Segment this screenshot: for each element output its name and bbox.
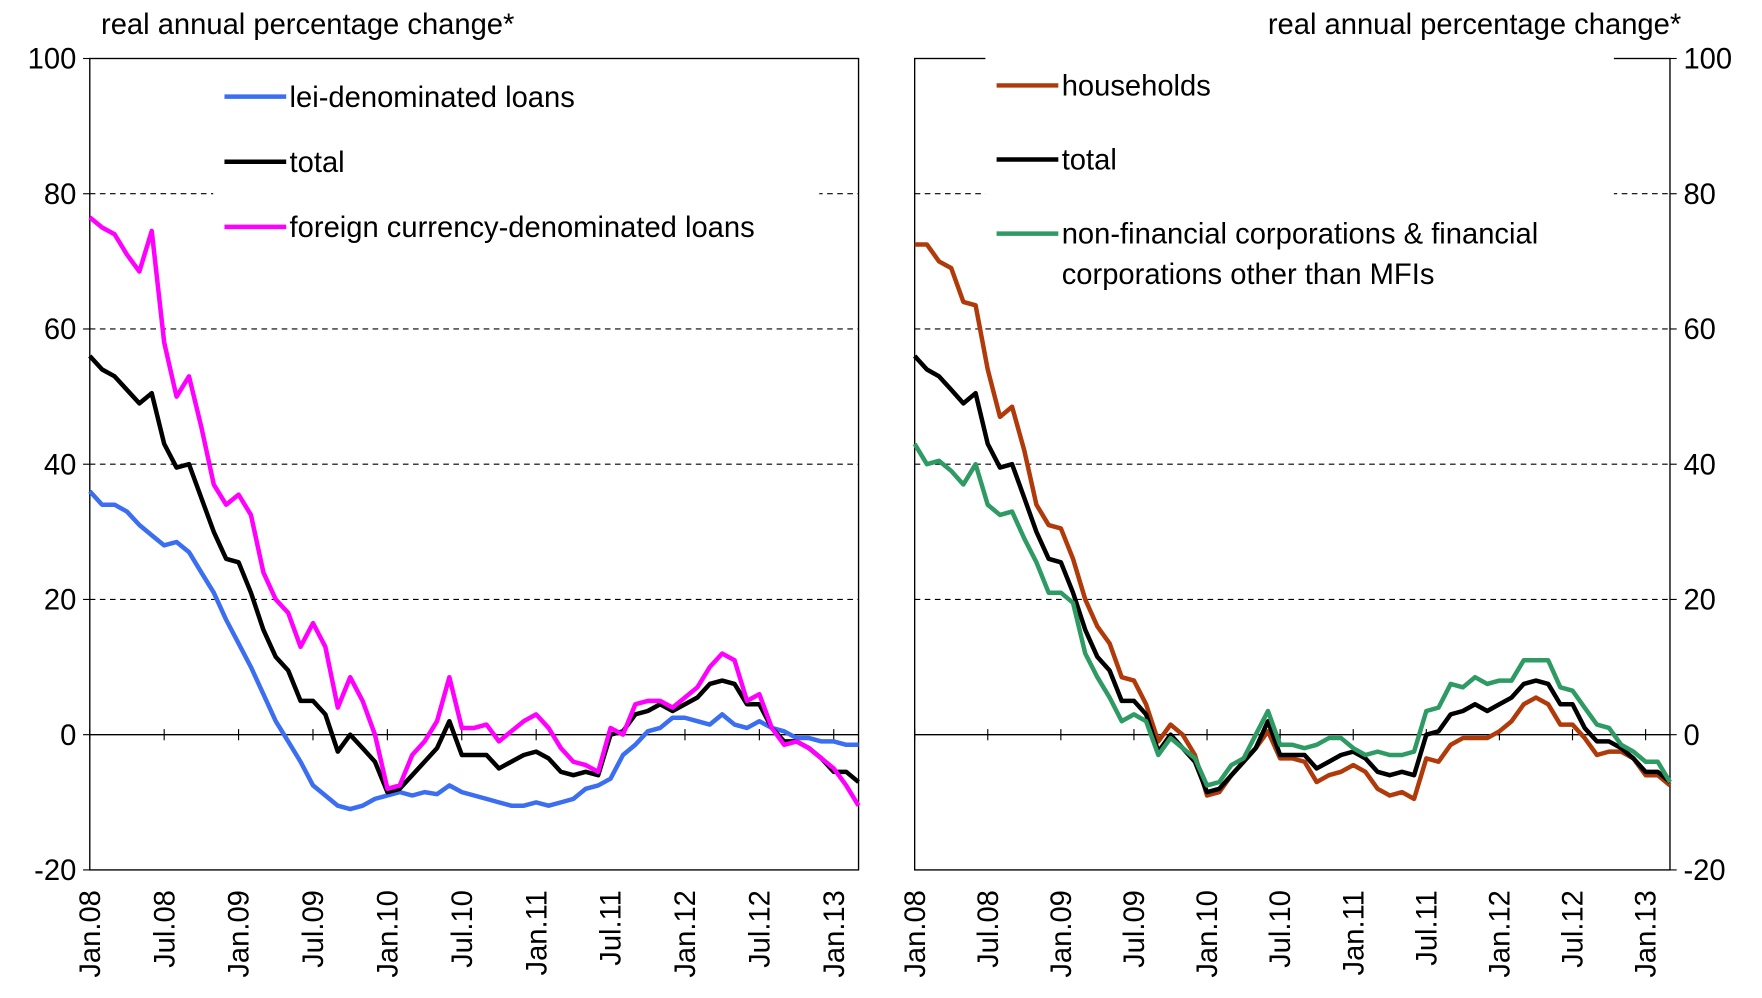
- y-tick-label: 80: [1683, 179, 1715, 211]
- x-tick-label: Jan.09: [1046, 890, 1078, 978]
- y-tick-label: 0: [1683, 720, 1699, 752]
- legend-label: lei-denominated loans: [290, 82, 575, 114]
- y-tick-label: 80: [44, 179, 76, 211]
- x-tick-label: Jan.13: [1631, 890, 1663, 978]
- x-tick-label: Jul.08: [973, 890, 1005, 968]
- y-tick-label: -20: [34, 855, 76, 887]
- x-tick-label: Jan.10: [372, 890, 404, 978]
- x-tick-label: Jul.11: [596, 890, 628, 966]
- y-axis-label: real annual percentage change*: [101, 9, 514, 41]
- x-tick-label: Jul.10: [1265, 890, 1297, 968]
- x-tick-label: Jul.08: [149, 890, 181, 968]
- y-axis-label: real annual percentage change*: [1268, 9, 1681, 41]
- series-line: [88, 215, 861, 807]
- x-tick-label: Jan.09: [224, 890, 256, 978]
- legend-label: total: [1062, 145, 1117, 177]
- x-tick-label: Jul.12: [744, 890, 776, 968]
- x-tick-label: Jan.08: [900, 890, 932, 978]
- x-tick-label: Jul.09: [1119, 890, 1151, 968]
- legend-background: [213, 67, 820, 297]
- y-tick-label: 20: [44, 585, 76, 617]
- legend-background: [985, 56, 1614, 313]
- x-tick-label: Jan.10: [1192, 890, 1224, 978]
- series-line: [914, 242, 1672, 802]
- legend-label: foreign currency-denominated loans: [290, 212, 755, 244]
- y-tick-label: 20: [1683, 585, 1715, 617]
- series-line: [88, 489, 859, 812]
- series-line: [913, 354, 1672, 795]
- x-tick-label: Jul.10: [447, 890, 479, 968]
- x-tick-label: Jul.11: [1411, 890, 1443, 966]
- x-tick-label: Jul.09: [298, 890, 330, 968]
- y-tick-label: -20: [1683, 855, 1725, 887]
- x-tick-label: Jul.12: [1558, 890, 1590, 968]
- legend-label: non-financial corporations & financial co…: [1062, 219, 1539, 291]
- x-tick-label: Jan.12: [1485, 890, 1517, 978]
- y-tick-label: 60: [44, 314, 76, 346]
- series-line: [88, 354, 860, 795]
- x-tick-label: Jan.12: [670, 890, 702, 978]
- y-tick-label: 100: [1683, 44, 1732, 76]
- y-tick-label: 40: [1683, 449, 1715, 481]
- legend-label: households: [1062, 71, 1211, 103]
- y-tick-label: 0: [60, 720, 76, 752]
- y-tick-label: 40: [44, 449, 76, 481]
- y-tick-label: 100: [28, 44, 77, 76]
- legend-label: total: [290, 147, 345, 179]
- x-tick-label: Jan.11: [521, 890, 553, 975]
- y-tick-label: 60: [1683, 314, 1715, 346]
- x-tick-label: Jan.11: [1338, 890, 1370, 975]
- x-tick-label: Jan.08: [75, 890, 107, 978]
- x-tick-label: Jan.13: [819, 890, 851, 978]
- series-line: [912, 442, 1672, 788]
